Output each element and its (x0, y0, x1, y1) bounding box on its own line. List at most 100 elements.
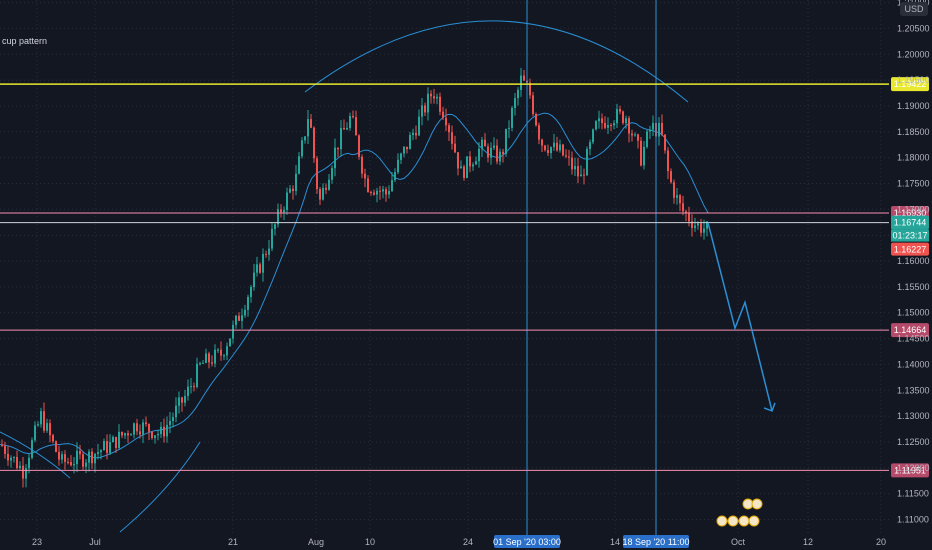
candle-body (397, 159, 399, 173)
candle-body (343, 128, 345, 130)
candle-body (346, 128, 348, 130)
candle-body (277, 209, 279, 225)
price-tick-label: 1.16000 (897, 256, 930, 266)
candle-body (172, 417, 174, 421)
candle-body (55, 441, 57, 452)
candle-body (613, 123, 615, 126)
event-marker-icon[interactable] (748, 515, 760, 527)
candle-body (151, 431, 153, 439)
candle-body (145, 422, 147, 425)
price-tick-label: 1.19000 (897, 101, 930, 111)
candle-body (451, 132, 453, 144)
candle-body (700, 223, 702, 233)
candle-body (112, 436, 114, 443)
candle-body (7, 453, 9, 461)
crosshair-time-label: 18 Sep '20 11:00 (622, 537, 689, 547)
event-marker-icon[interactable] (751, 498, 763, 510)
candle-body (268, 248, 270, 255)
candle-body (196, 363, 198, 388)
candle-body (100, 450, 102, 453)
price-tick-label: 1.15000 (897, 308, 930, 318)
countdown-box (891, 229, 929, 242)
candle-body (457, 152, 459, 169)
candle-body (379, 190, 381, 192)
candle-body (361, 156, 363, 174)
price-tick-label: 1.18000 (897, 153, 930, 163)
candle-body (181, 397, 183, 403)
candle-body (262, 253, 264, 273)
candle-body (556, 142, 558, 151)
last-price-box (891, 215, 929, 230)
candle-body (199, 363, 201, 365)
candle-body (43, 411, 45, 431)
candle-body (391, 180, 393, 192)
candle-body (283, 209, 285, 213)
candle-body (301, 140, 303, 157)
crosshair-time-box (494, 535, 560, 548)
level-label-box (891, 463, 929, 478)
candle-body (688, 213, 690, 222)
price-tick-label: 1.13500 (897, 385, 930, 395)
event-marker-icon[interactable] (716, 515, 728, 527)
candle-body (280, 209, 282, 213)
time-tick-label: 14 (610, 537, 620, 547)
currency-badge[interactable] (900, 2, 928, 16)
price-tick-label: 1.11500 (897, 489, 929, 499)
projection-arrow-path (707, 222, 773, 412)
candle-body (211, 362, 213, 364)
candle-body (538, 125, 540, 140)
candle-body (673, 182, 675, 198)
candle-body (619, 109, 621, 112)
candle-body (505, 128, 507, 154)
level-label-text: 1.11951 (894, 465, 926, 475)
candle-body (682, 203, 684, 212)
candle-body (337, 147, 339, 150)
event-marker-icon[interactable] (727, 515, 739, 527)
candle-body (550, 147, 552, 154)
candle-body (529, 82, 531, 96)
candle-body (400, 153, 402, 160)
price-tick-label: 1.18500 (897, 127, 930, 137)
candle-body (325, 187, 327, 190)
price-tick-label: 1.19500 (897, 75, 930, 85)
candle-body (358, 135, 360, 157)
candle-body (430, 93, 432, 97)
candle-body (67, 461, 69, 463)
candle-body (421, 105, 423, 117)
candle-body (61, 454, 63, 460)
candle-body (364, 173, 366, 179)
candle-body (577, 166, 579, 177)
time-tick-label: Jul (89, 537, 101, 547)
candle-body (130, 434, 132, 436)
candle-body (58, 451, 60, 460)
candle-body (25, 468, 27, 479)
candle-body (706, 221, 708, 229)
candle-body (82, 454, 84, 467)
candle-body (514, 98, 516, 108)
candle-body (667, 150, 669, 172)
candle-body (226, 346, 228, 356)
candle-body (439, 96, 441, 112)
time-tick-label: 21 (228, 537, 238, 547)
candle-body (157, 434, 159, 436)
candle-body (223, 355, 225, 357)
candle-body (334, 147, 336, 169)
candle-body (28, 457, 30, 469)
candle-body (355, 117, 357, 136)
candle-body (385, 189, 387, 195)
candle-body (97, 452, 99, 454)
candle-body (16, 456, 18, 469)
candle-body (442, 111, 444, 118)
candle-body (496, 145, 498, 162)
event-marker-icon[interactable] (738, 515, 750, 527)
candle-body (220, 349, 222, 356)
candle-body (46, 423, 48, 431)
candle-body (37, 424, 39, 426)
price-tick-label: 1.14000 (897, 359, 930, 369)
candle-body (274, 224, 276, 229)
candle-body (187, 386, 189, 396)
candle-body (205, 353, 207, 363)
level-label-text: 1.14664 (894, 325, 927, 335)
